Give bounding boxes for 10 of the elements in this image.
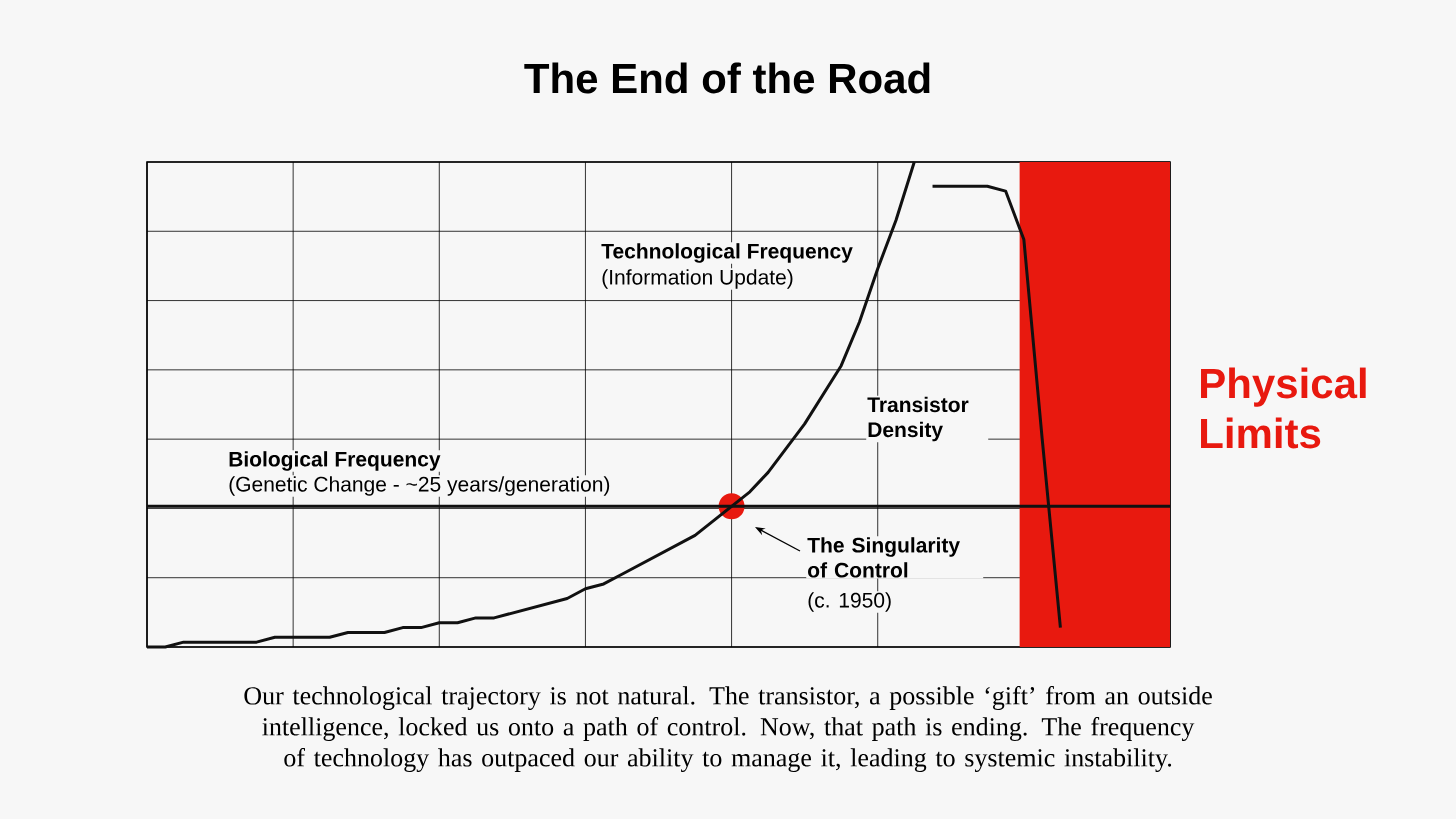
chart-title: The End of the Road (524, 62, 930, 94)
text: Physical Limits (1201, 367, 1366, 449)
annotation: The Singularity of Control (807, 537, 960, 578)
annotation: Biological Frequency (229, 451, 441, 471)
annotation: (Information Update) (602, 269, 793, 289)
annotation: Technological Frequency (601, 243, 853, 263)
annotation: (c. 1950) (808, 592, 891, 612)
annotation: Transistor Density (867, 396, 969, 442)
text: Our technological trajectory is not natural. The transistor, a possible ‘gift’ from an outside intelligence, locked us onto a path of control. Now, that path is ending. The frequency of technology has outpaced our ability to manage it, leading to systemic instability. (244, 686, 1212, 772)
annotation: (Genetic Change - ~25 years/generation) (229, 476, 610, 496)
